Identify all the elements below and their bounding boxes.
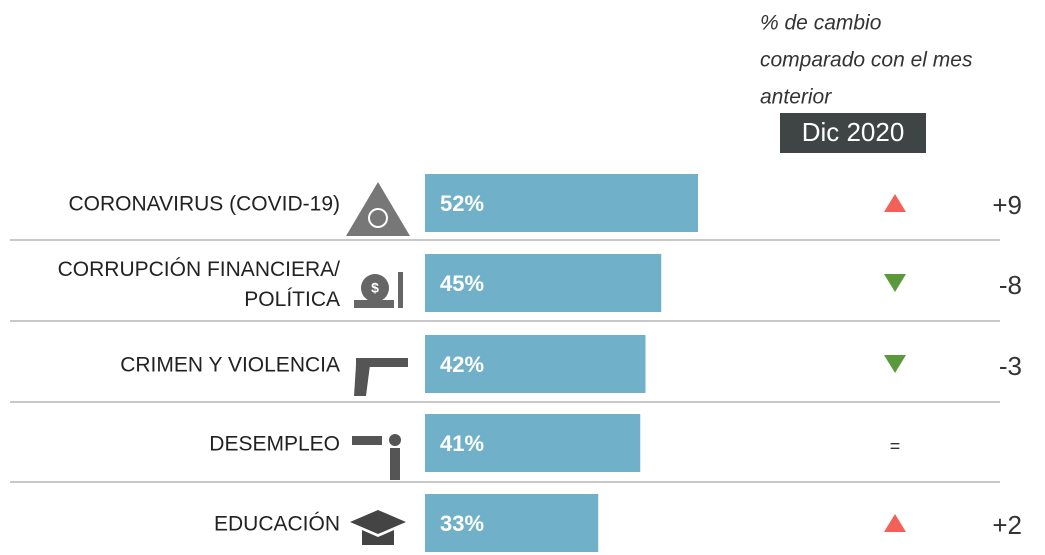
change-label: = xyxy=(890,436,901,456)
change-label: +2 xyxy=(992,510,1022,540)
value-label: 41% xyxy=(440,431,484,456)
category-label: CORRUPCIÓN FINANCIERA/POLÍTICA xyxy=(58,258,341,311)
bar xyxy=(425,335,646,393)
up-arrow xyxy=(884,194,906,212)
biohazard-icon xyxy=(346,182,410,236)
svg-text:$: $ xyxy=(371,280,379,296)
bar xyxy=(425,174,698,232)
bar xyxy=(425,494,599,552)
period-box xyxy=(780,113,926,153)
unemployment-icon xyxy=(352,434,401,480)
value-label: 42% xyxy=(440,352,484,377)
value-label: 45% xyxy=(440,271,484,296)
period: Dic 2020 xyxy=(802,117,905,147)
gun-icon xyxy=(354,358,408,396)
bar xyxy=(425,254,662,312)
category-label: EDUCACIÓN xyxy=(214,513,340,536)
header-note: % de cambio xyxy=(760,12,882,35)
down-arrow xyxy=(884,355,906,373)
bar xyxy=(425,414,641,472)
change-label: -3 xyxy=(999,351,1022,381)
money-icon: $ xyxy=(354,272,403,308)
graduation-icon xyxy=(350,510,406,545)
header-note: anterior xyxy=(760,86,832,109)
down-arrow xyxy=(884,274,906,292)
value-label: 33% xyxy=(440,511,484,536)
category-label: DESEMPLEO xyxy=(209,433,340,456)
change-label: +9 xyxy=(992,190,1022,220)
up-arrow xyxy=(884,514,906,532)
category-label: CRIMEN Y VIOLENCIA xyxy=(120,354,340,377)
change-label: -8 xyxy=(999,270,1022,300)
value-label: 52% xyxy=(440,191,484,216)
header-note: comparado con el mes xyxy=(760,49,973,72)
category-label: CORONAVIRUS (COVID-19) xyxy=(69,193,340,216)
